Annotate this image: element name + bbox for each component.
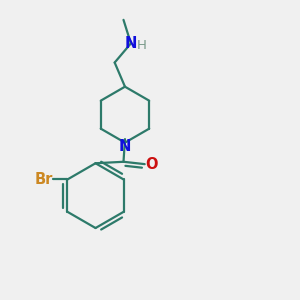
Text: N: N [125, 36, 137, 51]
Text: O: O [145, 157, 158, 172]
Text: H: H [137, 39, 147, 52]
Text: N: N [119, 139, 131, 154]
Text: Br: Br [34, 172, 52, 187]
